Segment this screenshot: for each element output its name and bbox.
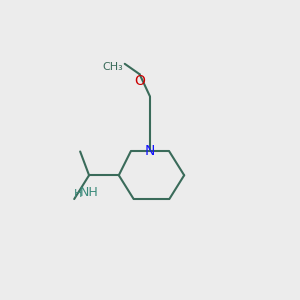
Text: NH: NH — [80, 186, 98, 199]
Text: H: H — [74, 189, 82, 199]
Text: CH₃: CH₃ — [103, 62, 123, 72]
Text: N: N — [145, 145, 155, 158]
Text: O: O — [134, 74, 145, 88]
